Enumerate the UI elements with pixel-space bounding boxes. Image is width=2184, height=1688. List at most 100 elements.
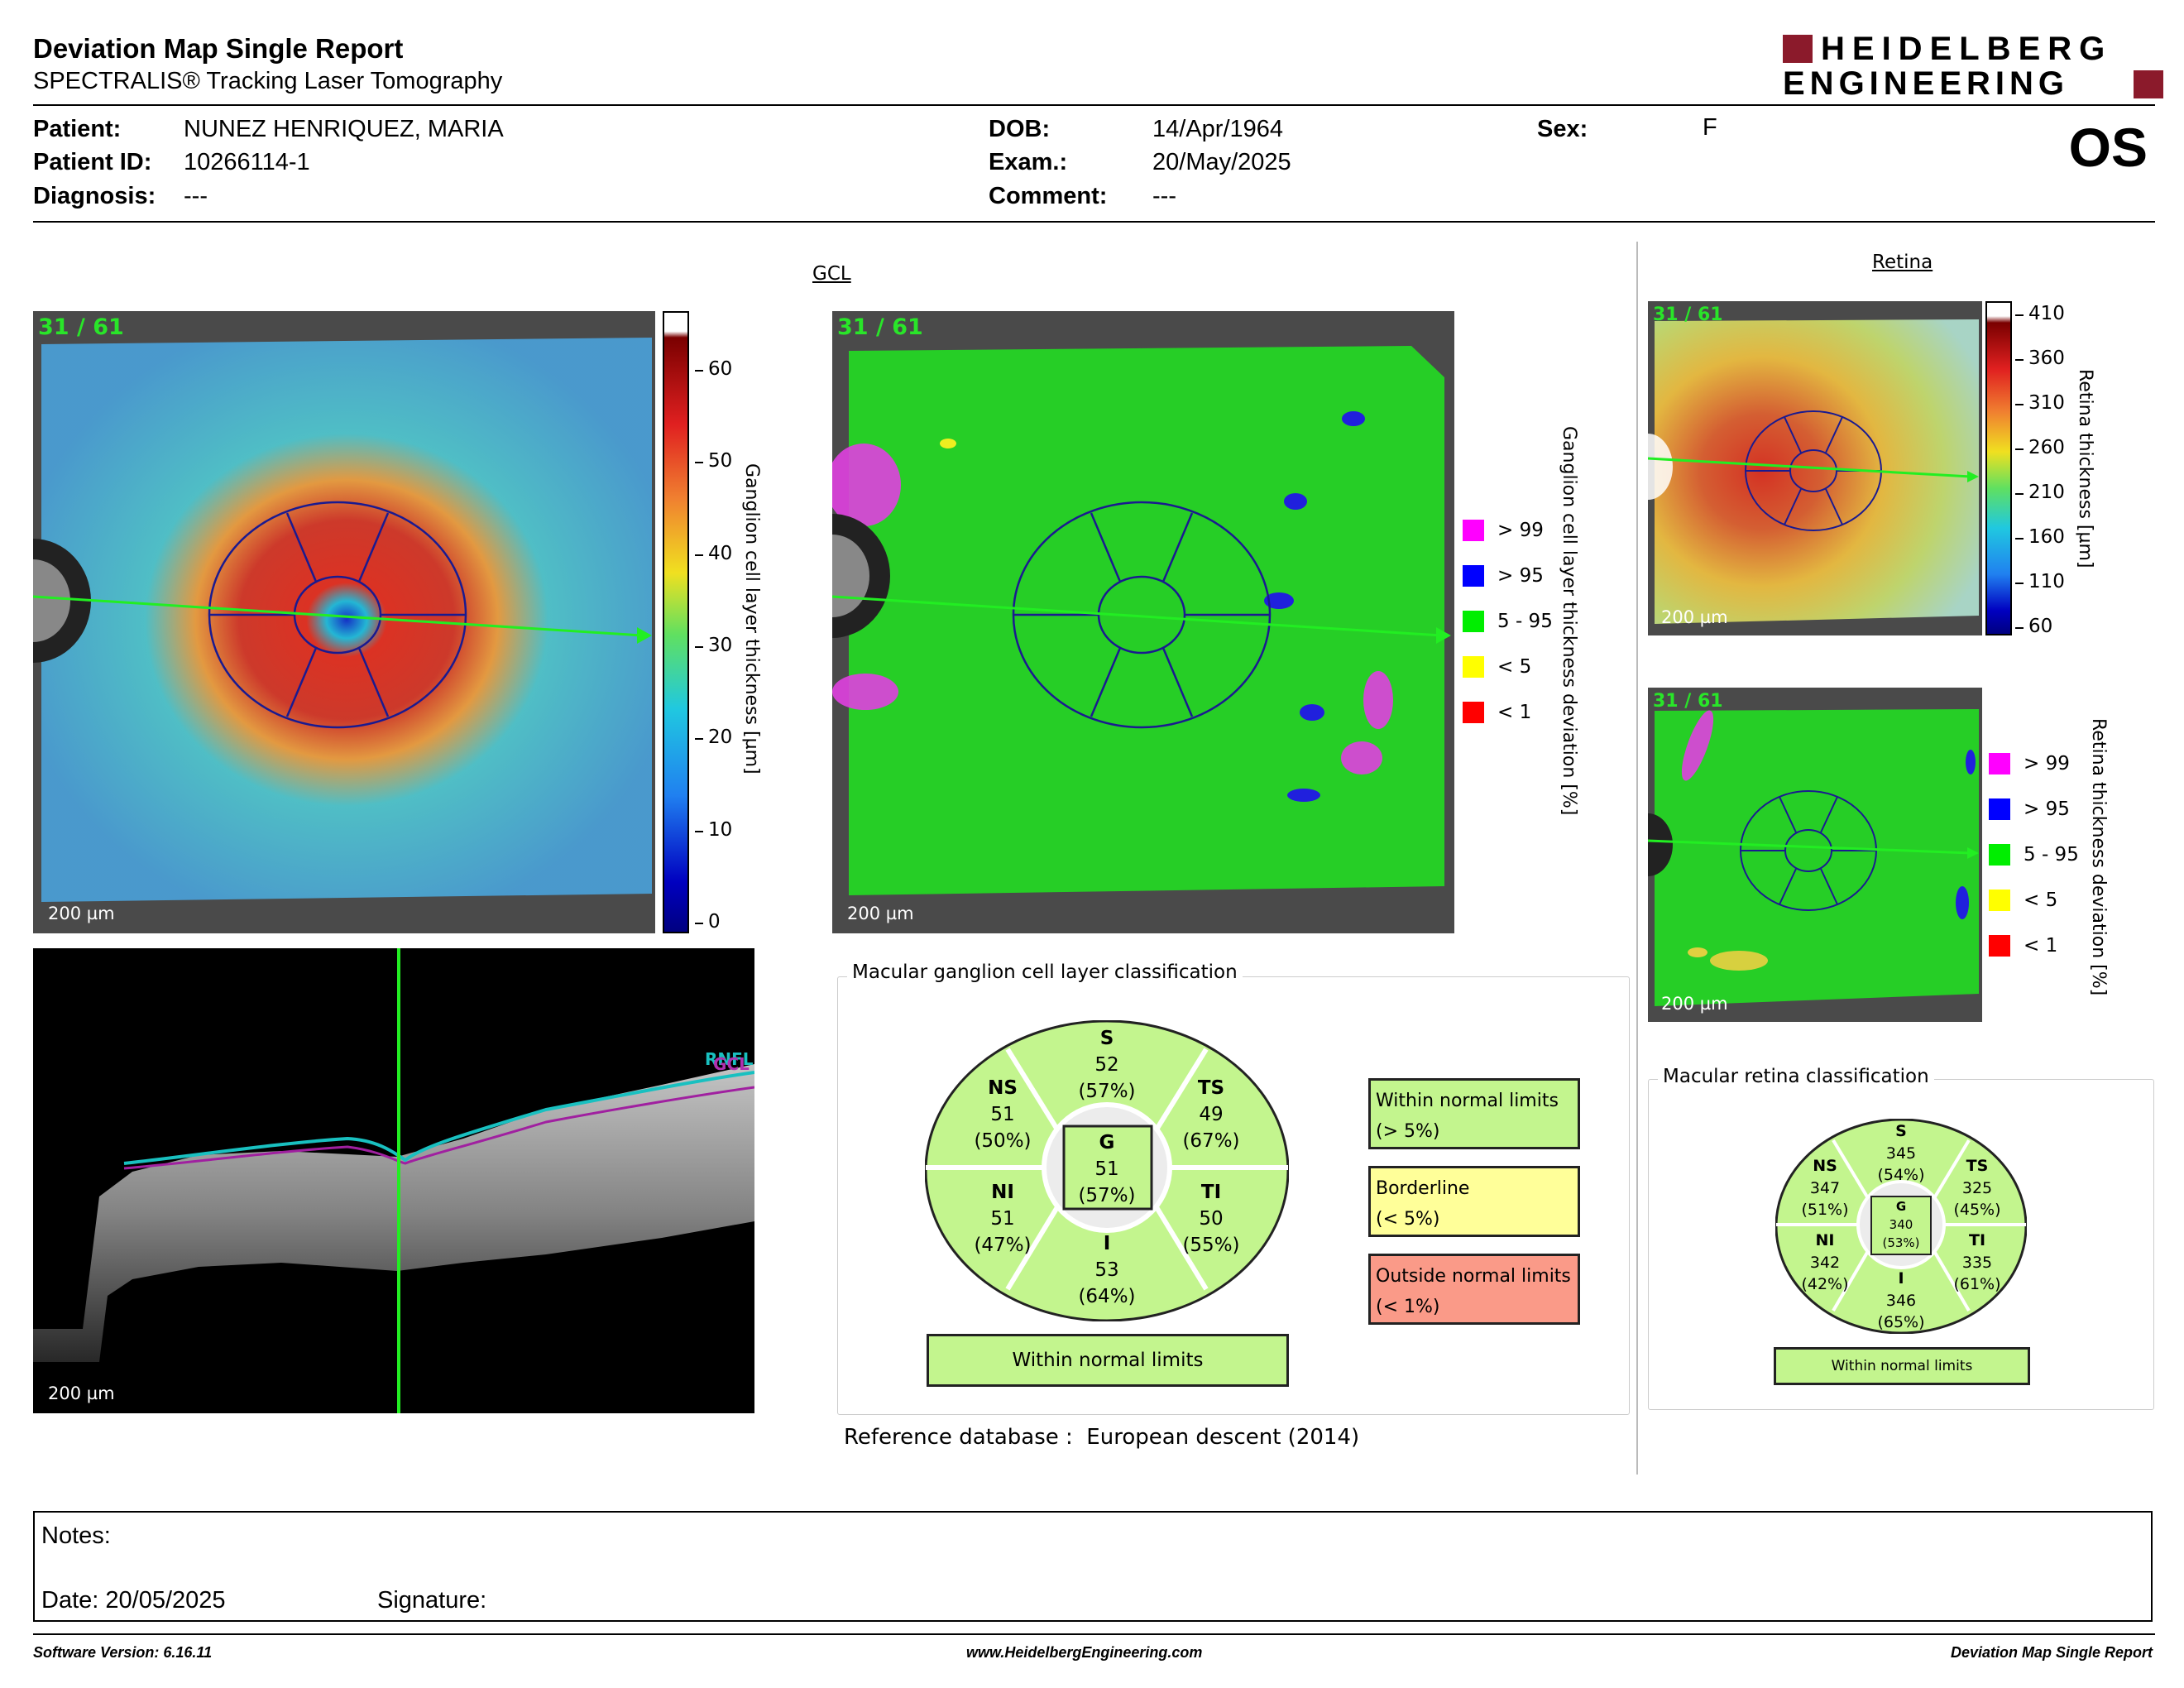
legend-item: 5 - 95 — [1989, 844, 2079, 866]
retina-scan-index: 31 / 61 — [1653, 305, 1723, 325]
comment-label: Comment: — [989, 183, 1108, 209]
legend-swatch — [1463, 702, 1484, 723]
sex-label: Sex: — [1537, 116, 1588, 142]
retina-deviation-axis-label: Retina thickness deviation [%] — [2088, 718, 2109, 996]
notes-box[interactable]: Notes: Date: 20/05/2025 Signature: — [33, 1511, 2153, 1622]
classification-key-item: Borderline (< 5%) — [1368, 1166, 1580, 1237]
gcl-deviation-axis-label: Ganglion cell layer thickness deviation … — [1559, 426, 1579, 816]
retina-tick: 310 — [2028, 392, 2065, 414]
retina-tick: 360 — [2028, 348, 2065, 369]
retina-tick: 160 — [2028, 526, 2065, 548]
legend-item: < 5 — [1989, 890, 2057, 911]
legend-item: > 99 — [1989, 753, 2070, 774]
gcl-scan-index: 31 / 61 — [38, 314, 124, 340]
legend-swatch — [1989, 798, 2010, 820]
legend-swatch — [1989, 844, 2010, 866]
logo-line2: ENGINEERING — [1783, 65, 2070, 102]
bscan-scale-label: 200 µm — [48, 1383, 115, 1403]
diagnosis-label: Diagnosis: — [33, 183, 156, 209]
retina-deviation-map[interactable]: 31 / 61 200 µm — [1648, 688, 1982, 1022]
retina-title: Retina — [1872, 252, 1933, 273]
footer-report-name: Deviation Map Single Report — [1950, 1644, 2153, 1661]
legend-swatch — [1989, 890, 2010, 911]
legend-label: < 5 — [1497, 656, 1532, 678]
retina-sector-ts: TS 325 (45%) — [1953, 1157, 2001, 1220]
legend-swatch — [1989, 935, 2010, 957]
gcl-sector-i: I 53 (64%) — [1078, 1233, 1136, 1308]
report-subtitle: SPECTRALIS® Tracking Laser Tomography — [33, 68, 503, 94]
sex-value: F — [1703, 114, 1717, 141]
gcl-thickness-axis-label: Ganglion cell layer thickness [µm] — [741, 463, 762, 774]
legend-item: > 95 — [1463, 565, 1544, 587]
comment-value: --- — [1152, 183, 1176, 209]
classification-key-item: Within normal limits (> 5%) — [1368, 1078, 1580, 1149]
gcl-tick: 30 — [708, 635, 733, 656]
gcl-sector-g: G 51 (57%) — [1078, 1132, 1136, 1207]
legend-label: < 1 — [1497, 702, 1532, 723]
legend-swatch — [1463, 656, 1484, 678]
legend-item: < 1 — [1989, 935, 2057, 957]
retina-scale-label: 200 µm — [1661, 607, 1728, 627]
legend-item: 5 - 95 — [1463, 611, 1553, 632]
dob-value: 14/Apr/1964 — [1152, 116, 1284, 142]
retina-sector-ni: NI 342 (42%) — [1801, 1231, 1849, 1294]
gcl-sector-diagram: S 52 (57%) NS 51 (50%) TS 49 (67%) NI 51 (47%) T… — [925, 1020, 1289, 1321]
retina-dev-scale-label: 200 µm — [1661, 994, 1728, 1014]
logo-line1: HEIDELBERG — [1821, 31, 2113, 67]
eye-indicator: OS — [2068, 117, 2148, 178]
dob-label: DOB: — [989, 116, 1051, 142]
gcl-tick: 40 — [708, 542, 733, 564]
retina-sector-diagram: S 345 (54%) NS 347 (51%) TS 325 (45%) NI 342 (42… — [1775, 1119, 2027, 1334]
oct-bscan[interactable]: RNFL GCL 200 µm — [33, 948, 754, 1413]
heidelberg-logo: HEIDELBERG ENGINEERING — [1783, 31, 2163, 103]
patient-id: 10266114-1 — [184, 149, 310, 175]
gcl-thickness-map[interactable]: 31 / 61 200 µm — [33, 311, 655, 933]
retina-classification-result: Within normal limits — [1774, 1347, 2030, 1385]
gcl-tick: 20 — [708, 727, 733, 749]
retina-tick: 410 — [2028, 303, 2065, 324]
retina-sector-i: I 346 (65%) — [1877, 1269, 1925, 1332]
rnfl-layer-label: RNFL — [705, 1049, 754, 1069]
gcl-sector-ns: NS 51 (50%) — [974, 1077, 1032, 1153]
legend-swatch — [1463, 520, 1484, 541]
patient-name: NUNEZ HENRIQUEZ, MARIA — [184, 116, 504, 142]
gcl-deviation-map[interactable]: 31 / 61 200 µm — [832, 311, 1454, 933]
gcl-tick: 0 — [708, 911, 721, 933]
diagnosis-value: --- — [184, 183, 208, 209]
exam-label: Exam.: — [989, 149, 1068, 175]
reference-database: Reference database : European descent (2… — [844, 1425, 1360, 1450]
exam-value: 20/May/2025 — [1152, 149, 1291, 175]
legend-label: 5 - 95 — [2024, 844, 2079, 866]
classification-key-item: Outside normal limits (< 1%) — [1368, 1254, 1580, 1325]
legend-swatch — [1463, 565, 1484, 587]
gcl-dev-scan-index: 31 / 61 — [837, 314, 923, 340]
notes-date: Date: 20/05/2025 — [41, 1587, 226, 1614]
software-version: Software Version: 6.16.11 — [33, 1644, 213, 1661]
retina-thickness-axis-label: Retina thickness [µm] — [2075, 369, 2095, 568]
legend-label: < 5 — [2024, 890, 2058, 911]
legend-item: > 99 — [1463, 520, 1544, 541]
report-title: Deviation Map Single Report — [33, 33, 404, 64]
gcl-sector-ti: TI 50 (55%) — [1182, 1182, 1240, 1257]
legend-label: > 95 — [2024, 798, 2070, 820]
legend-swatch — [1989, 753, 2010, 774]
patient-label: Patient: — [33, 116, 122, 142]
retina-sector-g: G 340 (53%) — [1882, 1199, 1920, 1250]
retina-tick: 110 — [2028, 571, 2065, 592]
legend-item: > 95 — [1989, 798, 2070, 820]
signature-label: Signature: — [377, 1587, 487, 1614]
legend-swatch — [1463, 611, 1484, 632]
retina-tick: 60 — [2028, 616, 2053, 637]
notes-label: Notes: — [41, 1523, 111, 1549]
company-website[interactable]: www.HeidelbergEngineering.com — [966, 1644, 1203, 1661]
retina-tick: 260 — [2028, 437, 2065, 458]
retina-dev-scan-index: 31 / 61 — [1653, 691, 1723, 712]
legend-item: < 5 — [1463, 656, 1531, 678]
legend-label: < 1 — [2024, 935, 2058, 957]
retina-sector-s: S 345 (54%) — [1877, 1122, 1925, 1185]
legend-label: > 99 — [1497, 520, 1544, 541]
gcl-sector-ts: TS 49 (67%) — [1182, 1077, 1240, 1153]
retina-tick: 210 — [2028, 482, 2065, 503]
retina-thickness-map[interactable]: 31 / 61 200 µm — [1648, 301, 1982, 635]
gcl-dev-scale-label: 200 µm — [847, 904, 914, 923]
